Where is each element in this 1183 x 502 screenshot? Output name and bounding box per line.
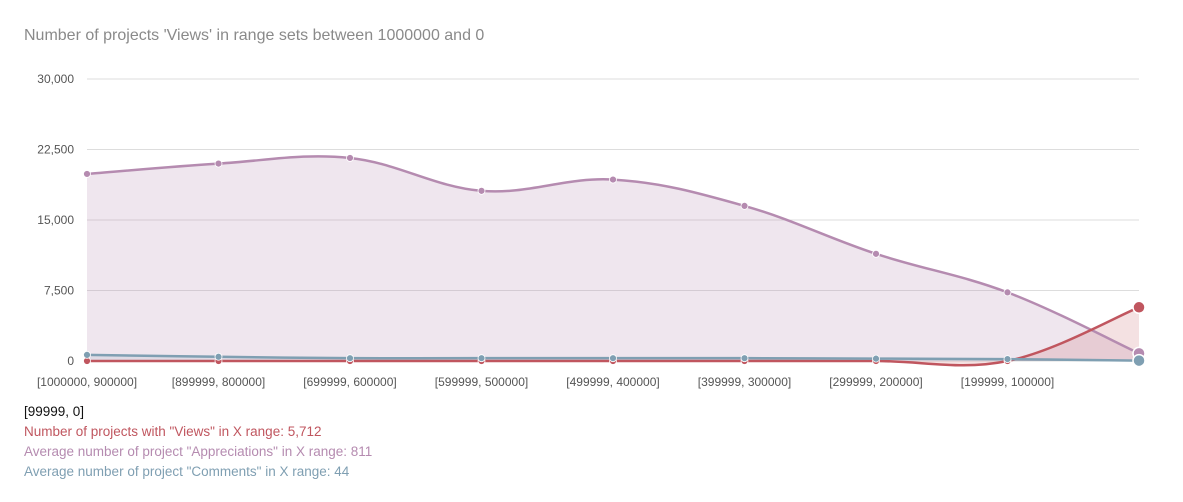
chart-title: Number of projects 'Views' in range sets… [24,27,484,44]
data-point[interactable] [214,159,223,168]
y-tick-label: 15,000 [37,213,74,227]
data-point[interactable] [83,170,91,178]
x-tick-label: [199999, 100000] [961,375,1054,389]
x-tick-label: [899999, 800000] [172,375,265,389]
data-point[interactable] [1132,353,1146,368]
data-point[interactable] [477,186,486,195]
data-point[interactable] [214,352,223,361]
x-tick-label: [499999, 400000] [566,375,659,389]
data-point[interactable] [346,354,354,363]
x-tick-label: [699999, 600000] [303,375,396,389]
data-point[interactable] [609,175,617,184]
x-tick-label: [1000000, 900000] [37,375,137,389]
data-point[interactable] [740,354,749,363]
x-axis-ticks: [1000000, 900000] [899999, 800000] [699999… [37,375,1054,389]
y-axis-ticks: 30,000 22,500 15,000 7,500 0 [37,72,74,368]
data-point[interactable] [740,201,749,210]
data-point[interactable] [872,249,880,258]
x-tick-label: [299999, 200000] [829,375,922,389]
series-areas [87,156,1139,366]
data-point[interactable] [872,354,880,363]
y-tick-label: 7,500 [44,284,74,298]
y-tick-label: 0 [67,354,74,368]
x-tick-label: [599999, 500000] [435,375,528,389]
tooltip: [99999, 0] Number of projects with "View… [24,402,372,482]
tooltip-line-comments: Average number of project "Comments" in … [24,464,350,479]
x-tick-label: [399999, 300000] [698,375,791,389]
tooltip-header: [99999, 0] [24,404,85,419]
y-tick-label: 22,500 [37,143,74,157]
series-points[interactable] [83,154,1146,368]
data-point[interactable] [609,354,617,363]
data-point[interactable] [477,354,486,363]
tooltip-line-views: Number of projects with "Views" in X ran… [24,424,322,439]
data-point[interactable] [1003,288,1012,297]
data-point[interactable] [1132,300,1146,315]
data-point[interactable] [83,350,91,359]
data-point[interactable] [1003,355,1012,364]
series-area [87,156,1139,361]
tooltip-line-appreciations: Average number of project "Appreciations… [24,444,373,459]
data-point[interactable] [346,154,354,162]
y-tick-label: 30,000 [37,72,74,86]
